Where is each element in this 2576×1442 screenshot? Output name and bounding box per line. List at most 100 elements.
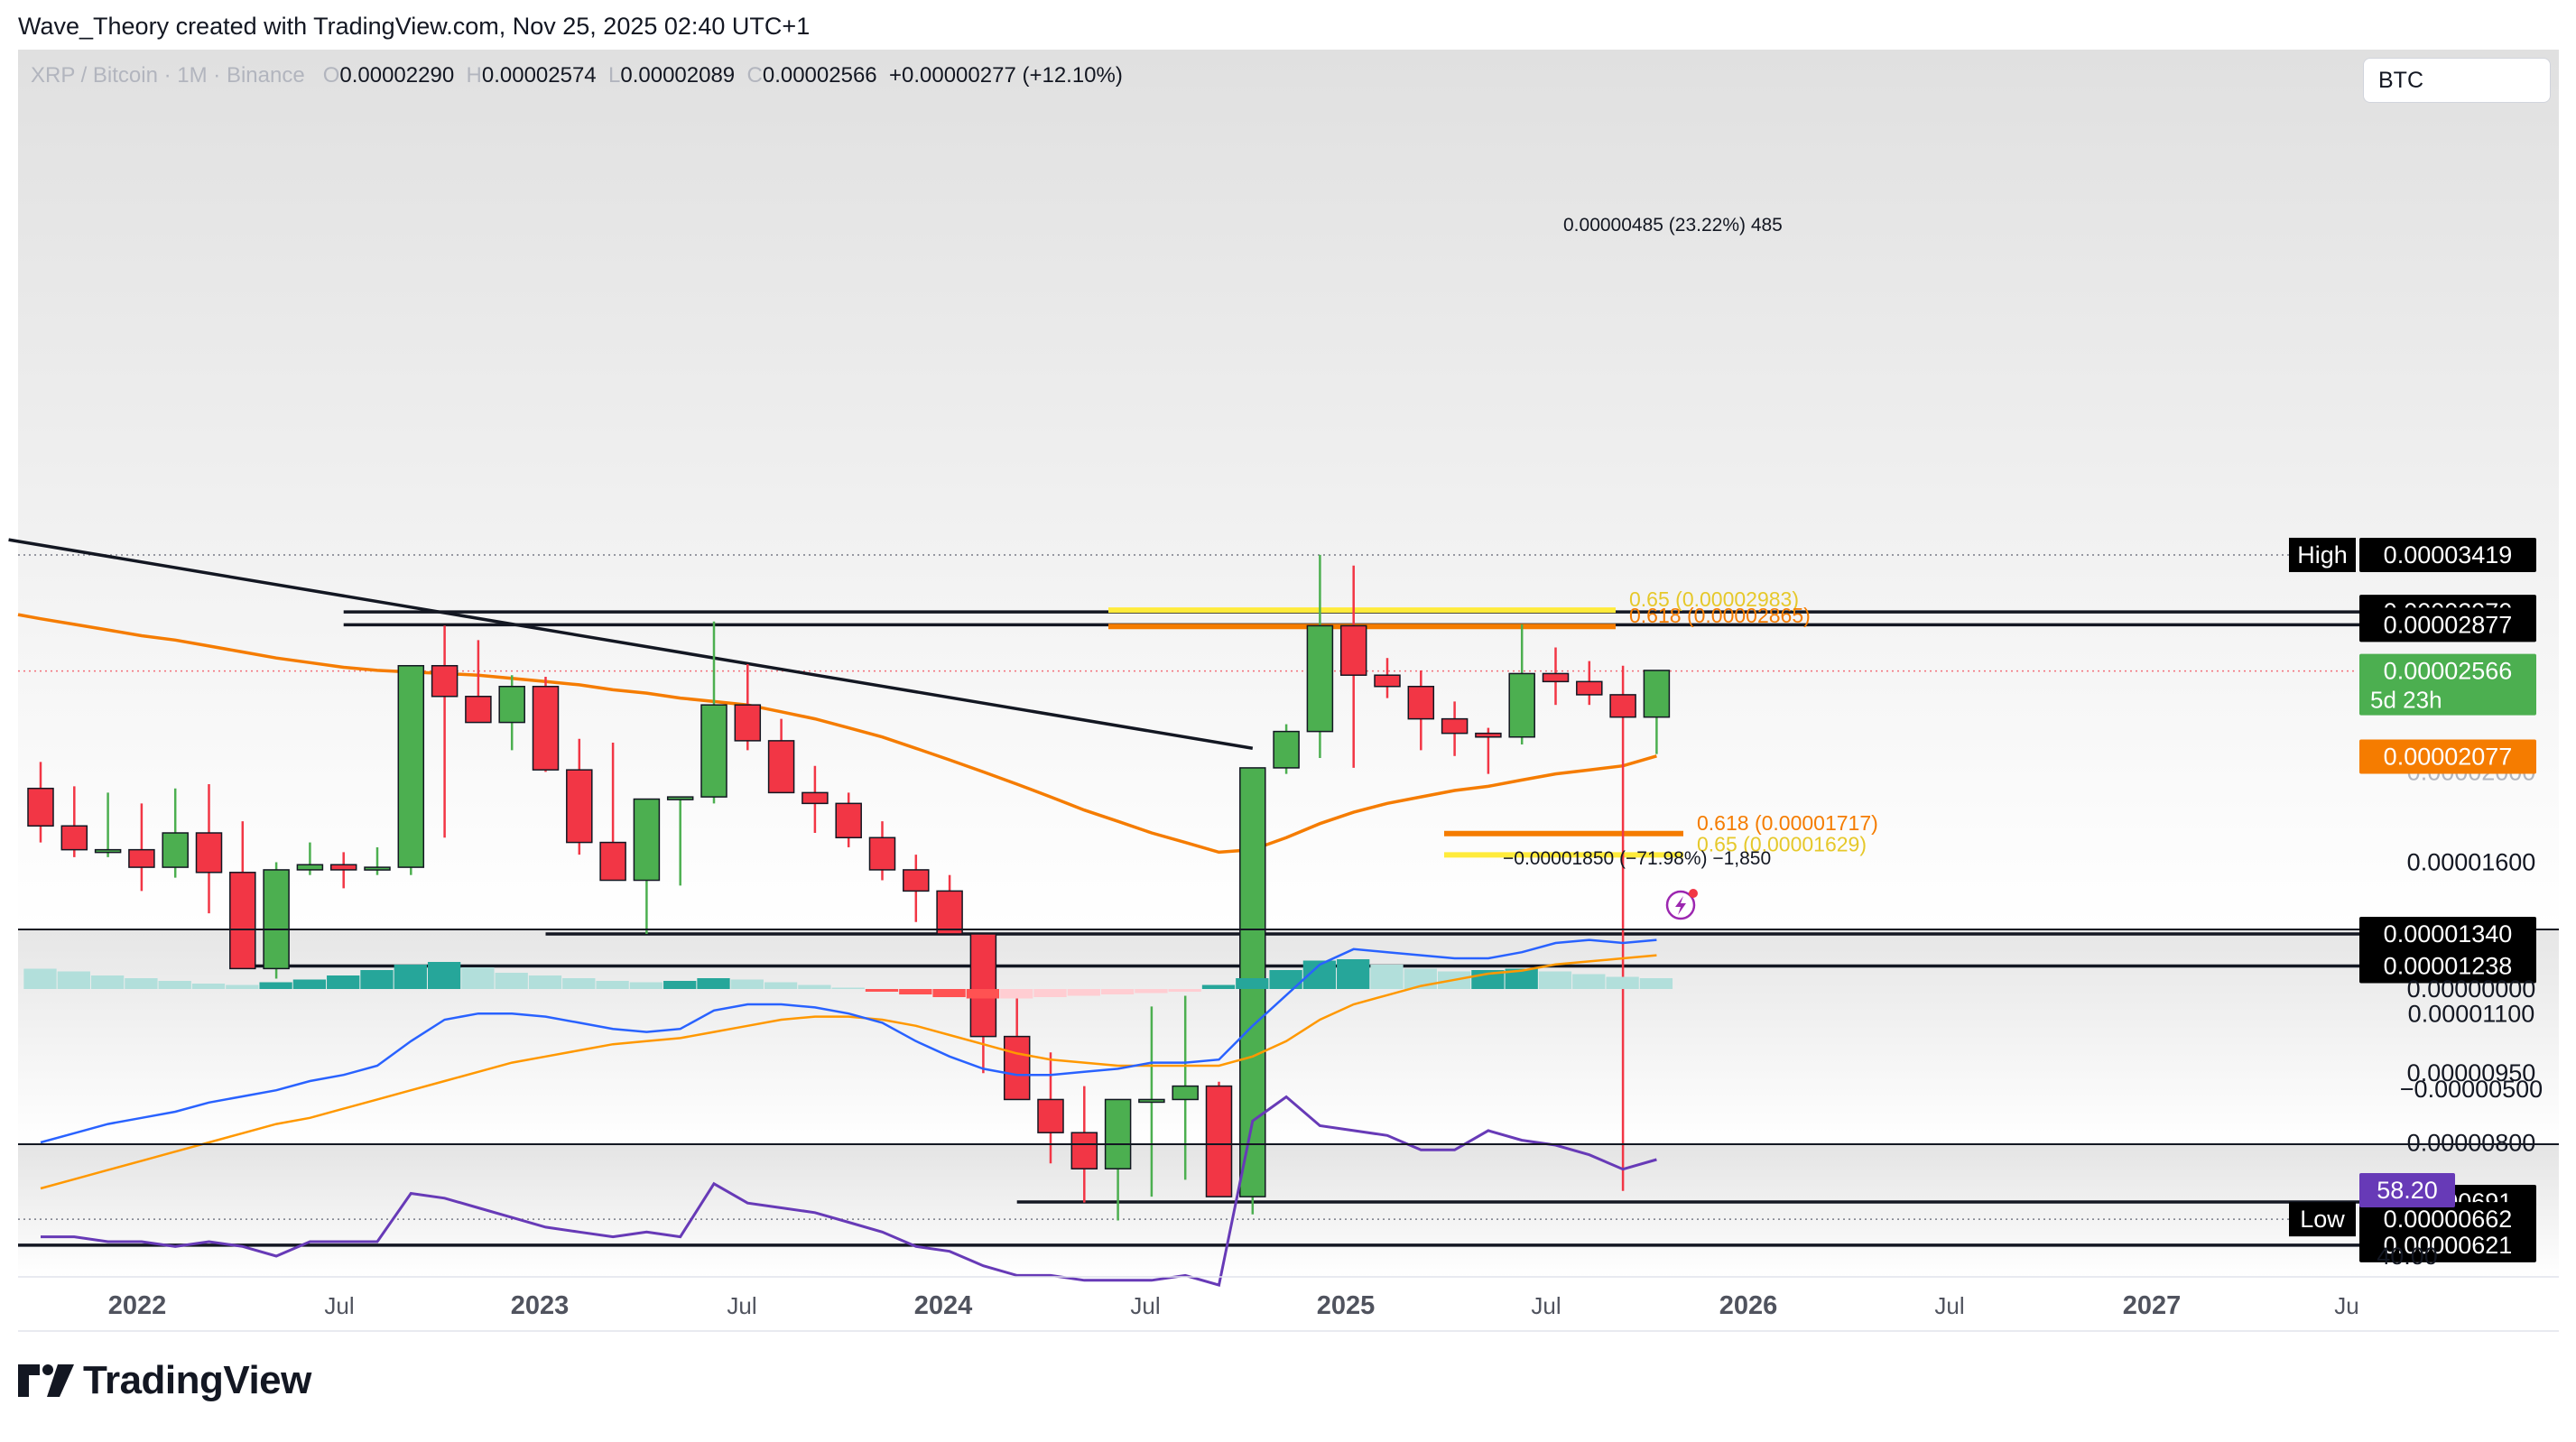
legend-close: 0.00002566 xyxy=(762,63,877,88)
macd-histogram-bar xyxy=(697,978,730,989)
fib-level-label: 0.65 (0.00001629) xyxy=(1697,832,1867,855)
candle-body xyxy=(1037,1098,1064,1133)
time-axis-label: 2023 xyxy=(511,1291,570,1320)
macd-histogram-bar xyxy=(562,978,596,989)
candle-body xyxy=(329,864,357,871)
candle-body xyxy=(802,791,829,805)
legend-high: 0.00002574 xyxy=(481,63,597,88)
candle-body xyxy=(1138,1098,1165,1104)
descending-trendline xyxy=(8,538,1254,750)
candle-body xyxy=(700,704,727,798)
price-tag xyxy=(2359,1227,2536,1262)
candle-body xyxy=(229,872,256,970)
candle-body xyxy=(767,740,795,794)
price-tag-value: 0.00002566 xyxy=(2384,658,2513,685)
candle-body xyxy=(1205,1085,1233,1197)
attribution-text: Wave_Theory created with TradingView.com… xyxy=(18,13,811,40)
time-axis-label: 2026 xyxy=(1719,1291,1778,1320)
macd-histogram-bar xyxy=(1135,989,1168,994)
time-axis-label: 2024 xyxy=(914,1291,973,1320)
rsi-pane xyxy=(41,1095,1657,1287)
candle-body xyxy=(397,664,425,868)
candle-body xyxy=(1643,670,1671,718)
macd-histogram-bar xyxy=(1370,965,1404,989)
rsi-pane-background xyxy=(18,1144,2559,1277)
event-lightning-icon xyxy=(1675,896,1686,915)
candle-body xyxy=(263,869,290,970)
legend-symbol: XRP / Bitcoin · 1M · Binance xyxy=(31,63,305,88)
macd-histogram-bar xyxy=(90,975,125,989)
macd-histogram-bar xyxy=(528,975,562,989)
candle-body xyxy=(1374,674,1401,688)
candle-body xyxy=(60,825,88,851)
candle-body xyxy=(599,841,626,882)
legend-change: +0.00000277 (+12.10%) xyxy=(888,63,1123,88)
macd-histogram-bar xyxy=(966,989,1000,999)
macd-histogram-bar xyxy=(1606,976,1639,989)
macd-histogram-bar xyxy=(1201,984,1236,989)
price-axis-label: 0.00001100 xyxy=(2408,1000,2535,1027)
candle-body xyxy=(1508,672,1535,738)
candle-body xyxy=(566,769,593,844)
candle-body xyxy=(1172,1085,1199,1101)
time-axis-label: Jul xyxy=(1531,1292,1561,1319)
macd-histogram-bar xyxy=(1572,974,1606,989)
axes: 0.00001600 0.00001100 0.00000950 0.00000800… xyxy=(18,537,2559,1332)
macd-signal-line xyxy=(40,954,1657,1190)
candle-body xyxy=(666,796,694,800)
candle-body xyxy=(633,798,661,882)
time-axis-label: 2022 xyxy=(108,1291,167,1320)
candle-body xyxy=(1576,680,1603,696)
price-axis-label: 0.00000800 xyxy=(2407,1129,2536,1156)
candle-body xyxy=(1542,672,1570,683)
macd-histogram-bar xyxy=(899,989,932,994)
macd-histogram-bar xyxy=(226,984,259,989)
price-tag xyxy=(2359,739,2536,774)
macd-axis-label: −0.00000500 xyxy=(2400,1076,2543,1103)
candle-body xyxy=(195,832,223,874)
macd-histogram-bar xyxy=(360,970,394,989)
measurement-label: 0.00000485 (23.22%) 485 xyxy=(1563,215,1783,236)
macd-histogram-bar xyxy=(461,967,495,989)
macd-histogram-bar xyxy=(327,975,360,989)
candle-body xyxy=(431,664,459,698)
macd-histogram-bar xyxy=(1337,959,1370,989)
macd-histogram-bar xyxy=(1538,971,1572,989)
macd-histogram-bar xyxy=(932,989,966,997)
candle-body xyxy=(1070,1132,1098,1169)
price-tag-label: High xyxy=(2297,541,2348,568)
tradingview-logo-icon xyxy=(18,1364,74,1397)
price-tag-value: 0.00001340 xyxy=(2384,920,2513,947)
candle-body xyxy=(364,866,391,871)
macd-histogram-bar xyxy=(1168,989,1201,992)
currency-button[interactable]: BTC xyxy=(2363,58,2551,103)
candle-body xyxy=(903,869,930,892)
price-tag-label-box xyxy=(2289,1202,2356,1237)
price-tag xyxy=(2359,607,2536,642)
price-tag xyxy=(2359,1202,2536,1237)
price-tag xyxy=(2359,916,2536,951)
price-tag-value: 0.00002877 xyxy=(2384,611,2513,638)
macd-histogram-bar xyxy=(629,982,663,989)
tradingview-logo[interactable]: TradingView xyxy=(18,1354,311,1408)
candle-body xyxy=(1273,730,1300,769)
macd-histogram-bar xyxy=(1033,989,1067,997)
candle-body xyxy=(969,933,997,1038)
tradingview-logo-text: TradingView xyxy=(83,1358,311,1402)
macd-histogram-bar xyxy=(394,965,427,989)
legend-close-label: C xyxy=(746,63,763,88)
event-dot xyxy=(1689,889,1698,898)
time-axis-label: Jul xyxy=(727,1292,756,1319)
price-axis-label: 0.00000950 xyxy=(2407,1059,2536,1086)
chart-canvas[interactable]: 0.65 (0.00002983)0.618 (0.00002865) 0.618… xyxy=(0,0,2576,1336)
time-axis-label: Jul xyxy=(324,1292,354,1319)
legend-low: 0.00002089 xyxy=(620,63,736,88)
price-axis-label: 0.00001600 xyxy=(2407,848,2536,875)
candle-body xyxy=(94,848,122,854)
macd-histogram-bar xyxy=(191,984,226,989)
macd-histogram-bar xyxy=(764,982,798,989)
time-axis-label: Jul xyxy=(1130,1292,1160,1319)
fib-level-label: 0.618 (0.00002865) xyxy=(1629,604,1811,627)
candle-body xyxy=(1306,624,1334,733)
price-tag-value: 0.00003419 xyxy=(2384,541,2513,568)
